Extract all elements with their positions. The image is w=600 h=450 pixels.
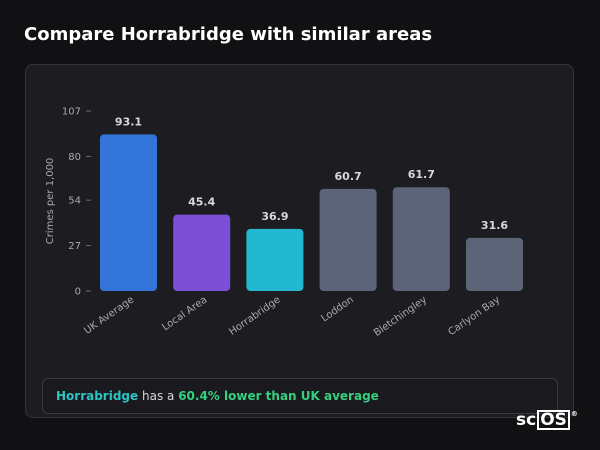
x-tick-label: Bletchingley	[372, 294, 429, 339]
y-tick-label: 0	[75, 287, 81, 298]
summary-area-name: Horrabridge	[56, 389, 139, 403]
bars: 93.1 UK Average 45.4 Local Area 36.9 Horrabri…	[82, 115, 523, 339]
bar-chart: 0 27 54 80 107 Crimes per 1,000 93.1 UK Avera…	[45, 107, 523, 339]
y-tick-label: 107	[62, 107, 81, 118]
logo-prefix: sc	[516, 410, 537, 430]
x-tick-label: UK Average	[82, 294, 136, 336]
bar-loddon	[319, 188, 377, 291]
page-title: Compare Horrabridge with similar areas	[24, 24, 433, 45]
logo-mark: ®	[570, 410, 578, 418]
summary-middle-text: has a	[138, 389, 179, 403]
chart-card: 0 27 54 80 107 Crimes per 1,000 93.1 UK Avera…	[25, 64, 574, 418]
x-tick-label: Carlyon Bay	[446, 294, 502, 338]
bar-value-label: 60.7	[335, 170, 362, 183]
y-tick-label: 27	[68, 241, 81, 252]
x-tick-label: Loddon	[319, 294, 355, 324]
x-tick-label: Horrabridge	[227, 294, 282, 337]
logo-boxed: OS	[537, 410, 570, 430]
x-tick-label: Local Area	[160, 294, 209, 333]
scos-logo: sc OS ®	[516, 410, 578, 430]
bar-bletchingley	[392, 187, 450, 291]
summary-highlight: 60.4% lower than UK average	[178, 389, 379, 403]
bar-local-area	[173, 214, 231, 291]
bar-uk-average	[100, 134, 157, 291]
y-axis-label: Crimes per 1,000	[45, 158, 56, 245]
y-tick-label: 80	[68, 152, 81, 163]
bar-value-label: 93.1	[115, 115, 142, 128]
summary-box: Horrabridge has a 60.4% lower than UK av…	[42, 378, 558, 414]
bar-value-label: 61.7	[408, 168, 435, 181]
bar-value-label: 36.9	[261, 210, 288, 223]
bar-value-label: 31.6	[481, 219, 508, 232]
bar-carlyon-bay	[466, 237, 523, 291]
bar-value-label: 45.4	[188, 196, 215, 209]
y-tick-label: 54	[68, 196, 81, 207]
bar-horrabridge	[246, 228, 304, 291]
y-axis: 0 27 54 80 107	[62, 107, 91, 298]
